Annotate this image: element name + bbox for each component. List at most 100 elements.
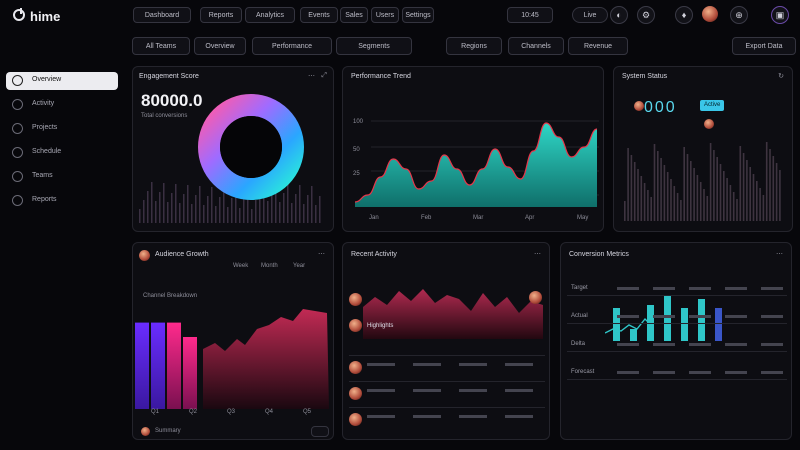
- apps-icon[interactable]: ▣: [771, 6, 789, 24]
- sidebar-item-label: Reports: [32, 196, 57, 203]
- row-placeholder: [367, 389, 395, 392]
- area-chart: [354, 120, 599, 207]
- panel-title: Recent Activity: [351, 251, 397, 258]
- status-panel: System Status ↻ 000 Active: [613, 66, 793, 232]
- moon-icon[interactable]: ◐: [610, 6, 628, 24]
- nav-tab-events[interactable]: Events: [300, 7, 338, 23]
- sidebar-item-overview[interactable]: Overview: [6, 72, 118, 90]
- status-bar: [706, 196, 709, 221]
- sidebar-item-activity[interactable]: Activity: [6, 96, 118, 114]
- cell-placeholder: [617, 371, 639, 374]
- panel-title: System Status: [622, 73, 668, 80]
- filter-5[interactable]: Channels: [508, 37, 564, 55]
- filter-4[interactable]: Regions: [446, 37, 502, 55]
- x-tick: Q3: [227, 409, 236, 415]
- sidebar-item-label: Teams: [32, 172, 53, 179]
- cell-placeholder: [653, 315, 675, 318]
- bar-0: [135, 322, 149, 409]
- status-bar: [647, 190, 649, 221]
- bg-bar: [307, 195, 309, 223]
- bg-bar: [159, 192, 161, 223]
- filter-7[interactable]: Export Data: [732, 37, 796, 55]
- panel-title: Performance Trend: [351, 73, 411, 80]
- nav-item-icon: [12, 195, 23, 206]
- more-icon[interactable]: ⋯: [776, 251, 783, 258]
- filter-0[interactable]: All Teams: [132, 37, 190, 55]
- status-bar: [739, 146, 742, 221]
- bell-icon[interactable]: ♦: [675, 6, 693, 24]
- status-bar: [729, 185, 732, 221]
- status-bar: [673, 186, 676, 221]
- panel-title: Engagement Score: [139, 73, 199, 80]
- column-4: [681, 308, 688, 341]
- user-avatar: [349, 387, 362, 400]
- filter-2[interactable]: Performance: [252, 37, 332, 55]
- sidebar-item-projects[interactable]: Projects: [6, 120, 118, 138]
- user-avatar[interactable]: [702, 6, 718, 22]
- cell-placeholder: [725, 343, 747, 346]
- more-icon[interactable]: ⋯: [318, 251, 325, 258]
- bg-bar: [219, 197, 221, 223]
- bg-bar: [279, 202, 281, 223]
- cell-placeholder: [653, 343, 675, 346]
- settings-icon[interactable]: ⚙: [637, 6, 655, 24]
- time-pill[interactable]: 10:45: [507, 7, 553, 23]
- nav-tab-sales[interactable]: Sales: [340, 7, 368, 23]
- status-bar: [775, 163, 778, 221]
- nav-tab-reports[interactable]: Reports: [200, 7, 242, 23]
- bg-bar: [215, 206, 217, 223]
- cell-placeholder: [725, 371, 747, 374]
- bg-bar: [183, 194, 185, 223]
- y-tick: 100: [353, 119, 364, 125]
- row-placeholder: [367, 415, 395, 418]
- user-avatar: [349, 293, 362, 306]
- status-bar: [653, 144, 656, 221]
- expand-icon[interactable]: ⤢: [321, 72, 327, 79]
- filter-3[interactable]: Segments: [336, 37, 412, 55]
- activity-area-chart: [363, 289, 543, 339]
- status-bar: [752, 174, 755, 221]
- sidebar-item-teams[interactable]: Teams: [6, 168, 118, 186]
- more-icon[interactable]: ⋯: [308, 73, 315, 80]
- sidebar-item-schedule[interactable]: Schedule: [6, 144, 118, 162]
- y-tick: 50: [353, 147, 360, 153]
- globe-icon[interactable]: ⊕: [730, 6, 748, 24]
- sidebar-item-reports[interactable]: Reports: [6, 192, 118, 210]
- area-fill: [355, 123, 597, 207]
- live-toggle[interactable]: Live: [572, 7, 608, 23]
- bg-bar: [291, 203, 293, 223]
- status-bar: [759, 188, 761, 221]
- sidebar-item-label: Activity: [32, 100, 55, 107]
- bg-bar: [187, 185, 189, 223]
- refresh-icon[interactable]: ↻: [778, 73, 784, 80]
- bg-bar: [287, 184, 289, 223]
- x-tick: Q2: [189, 409, 198, 415]
- bg-bar: [295, 194, 297, 223]
- cell-placeholder: [761, 371, 783, 374]
- nav-tab-analytics[interactable]: Analytics: [245, 7, 295, 23]
- row-placeholder: [413, 415, 441, 418]
- nav-tab-users[interactable]: Users: [371, 7, 399, 23]
- nav-tab-dashboard[interactable]: Dashboard: [133, 7, 191, 23]
- view-button[interactable]: [311, 426, 329, 437]
- status-bar: [696, 175, 699, 221]
- user-avatar: [349, 361, 362, 374]
- bg-bar: [303, 204, 305, 223]
- panel-footer: Summary: [155, 428, 181, 434]
- filter-6[interactable]: Revenue: [568, 37, 628, 55]
- sidebar-item-label: Overview: [32, 76, 62, 83]
- trend-line: [354, 122, 598, 203]
- status-bar: [657, 151, 659, 221]
- status-bar: [650, 197, 652, 221]
- user-avatar: [634, 101, 644, 111]
- bg-bar: [139, 209, 141, 223]
- more-icon[interactable]: ⋯: [534, 251, 541, 258]
- status-bar: [630, 155, 633, 221]
- bg-bar: [171, 193, 173, 223]
- status-bar: [723, 171, 725, 221]
- bg-bar: [179, 203, 181, 223]
- sidebar-item-label: Schedule: [32, 148, 62, 155]
- highlight-label: Highlights: [367, 323, 394, 329]
- filter-1[interactable]: Overview: [194, 37, 246, 55]
- nav-tab-settings[interactable]: Settings: [402, 7, 434, 23]
